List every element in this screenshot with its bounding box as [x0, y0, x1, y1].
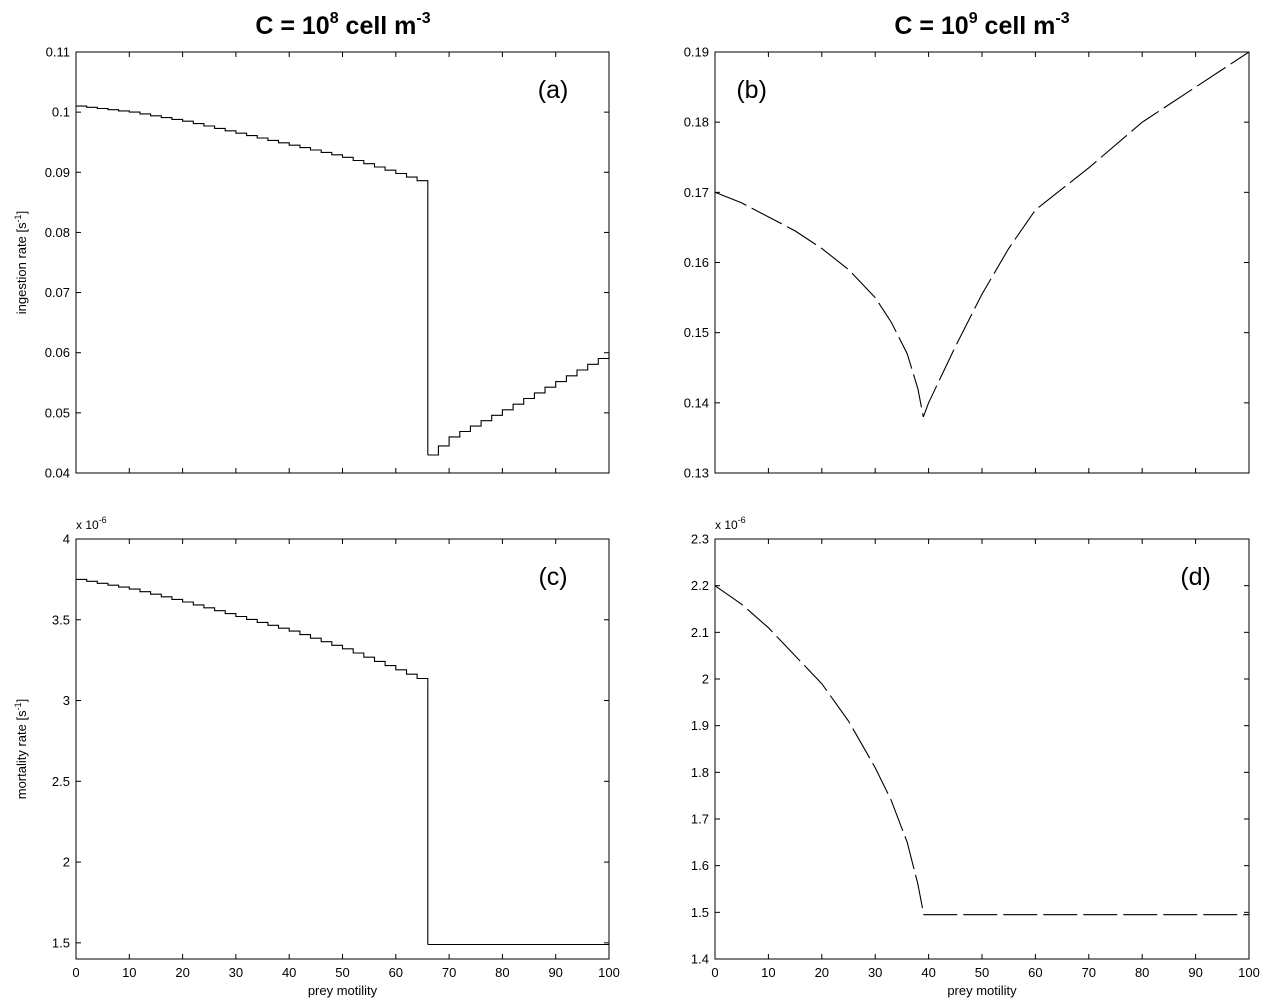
x-tick-label-c: 80	[495, 965, 509, 980]
x-tick-label-d: 80	[1135, 965, 1149, 980]
plot-frame-a	[75, 51, 610, 474]
y-tick-label-d: 2.3	[691, 532, 709, 547]
y-tick-label-c: 4	[63, 532, 70, 547]
column-title-right: C = 109 cell m-3	[894, 10, 1069, 40]
y-tick-label-b: 0.18	[684, 115, 709, 130]
y-tick-label-a: 0.04	[45, 466, 70, 481]
y-tick-label-d: 2.2	[691, 578, 709, 593]
y-tick-label-c: 2	[63, 855, 70, 870]
y-tick-label-a: 0.05	[45, 405, 70, 420]
y-tick-label-d: 1.8	[691, 765, 709, 780]
x-tick-label-d: 0	[711, 965, 718, 980]
panel-a: 0.04 0.05 0.06 0.07 0.08 0.09 0.1 0.11 ingestion…	[13, 45, 610, 481]
scale-factor-d: x 10-6	[715, 515, 746, 532]
series-line-c-0	[76, 578, 429, 683]
x-tick-label-c: 40	[282, 965, 296, 980]
x-tick-label-d: 50	[975, 965, 989, 980]
series-line-d-0	[714, 585, 924, 913]
plot-frame-b	[714, 51, 1250, 474]
y-tick-label-c: 2.5	[52, 774, 70, 789]
x-tick-label-d: 100	[1238, 965, 1260, 980]
y-tick-label-d: 1.4	[691, 952, 709, 967]
panel-b: 0.13 0.14 0.15 0.16 0.17 0.18 0.19 (b)	[684, 45, 1250, 481]
y-tick-label-a: 0.07	[45, 285, 70, 300]
x-tick-label-c: 100	[598, 965, 620, 980]
x-tick-label-d: 40	[921, 965, 935, 980]
y-tick-label-c: 3.5	[52, 612, 70, 627]
x-tick-label-c: 70	[442, 965, 456, 980]
panel-c: 0 10 20 30 40 50 60 70 80 90 100 1.5 2 2.5 3 3.5 4 x 10-6…	[13, 515, 620, 998]
plot-frame-c	[75, 538, 610, 960]
y-tick-label-b: 0.15	[684, 325, 709, 340]
y-tick-label-a: 0.11	[46, 45, 70, 60]
x-axis-label-d: prey motility	[947, 983, 1017, 998]
plot-frame-d	[714, 538, 1250, 960]
y-tick-label-d: 1.9	[691, 718, 709, 733]
y-tick-label-d: 2	[702, 672, 709, 687]
x-tick-label-d: 60	[1028, 965, 1042, 980]
y-tick-label-d: 2.1	[691, 625, 709, 640]
panel-label-d: (d)	[1180, 563, 1211, 591]
y-tick-label-d: 1.7	[691, 812, 709, 827]
x-tick-label-d: 10	[761, 965, 775, 980]
panel-label-a: (a)	[538, 76, 569, 104]
x-axis-label-c: prey motility	[308, 983, 378, 998]
y-tick-label-a: 0.06	[45, 345, 70, 360]
scale-factor-c: x 10-6	[76, 515, 107, 532]
x-tick-label-d: 30	[868, 965, 882, 980]
y-tick-label-b: 0.13	[684, 466, 709, 481]
panel-d: 0 10 20 30 40 50 60 70 80 90 100 1.4 1.5 1.6 1.7 1.8 1.9…	[691, 515, 1260, 998]
x-tick-label-c: 50	[335, 965, 349, 980]
y-tick-label-b: 0.16	[684, 255, 709, 270]
x-tick-label-d: 70	[1082, 965, 1096, 980]
panel-label-b: (b)	[736, 76, 767, 104]
x-tick-label-c: 20	[175, 965, 189, 980]
y-axis-label-a: ingestion rate [s-1]	[13, 211, 29, 314]
series-line-b-0	[714, 191, 924, 418]
column-title-left: C = 108 cell m-3	[255, 10, 430, 40]
y-axis-label-c: mortality rate [s-1]	[13, 699, 29, 800]
y-tick-label-b: 0.17	[684, 185, 709, 200]
panel-label-c: (c)	[538, 563, 567, 591]
y-tick-label-a: 0.09	[45, 165, 70, 180]
y-tick-label-c: 1.5	[52, 935, 70, 950]
x-tick-label-d: 20	[815, 965, 829, 980]
x-tick-label-c: 30	[229, 965, 243, 980]
x-tick-label-c: 0	[72, 965, 79, 980]
x-tick-label-c: 90	[548, 965, 562, 980]
y-tick-label-b: 0.14	[684, 395, 709, 410]
y-tick-label-c: 3	[63, 693, 70, 708]
x-tick-label-d: 90	[1188, 965, 1202, 980]
series-line-a-2	[427, 352, 610, 456]
y-tick-label-d: 1.5	[691, 905, 709, 920]
series-line-a-0	[76, 105, 429, 185]
y-tick-label-a: 0.08	[45, 225, 70, 240]
y-tick-label-d: 1.6	[691, 858, 709, 873]
series-line-b-1	[922, 51, 1250, 418]
x-tick-label-c: 60	[389, 965, 403, 980]
y-tick-label-b: 0.19	[684, 45, 709, 60]
y-tick-label-a: 0.1	[52, 105, 70, 120]
x-tick-label-c: 10	[122, 965, 136, 980]
